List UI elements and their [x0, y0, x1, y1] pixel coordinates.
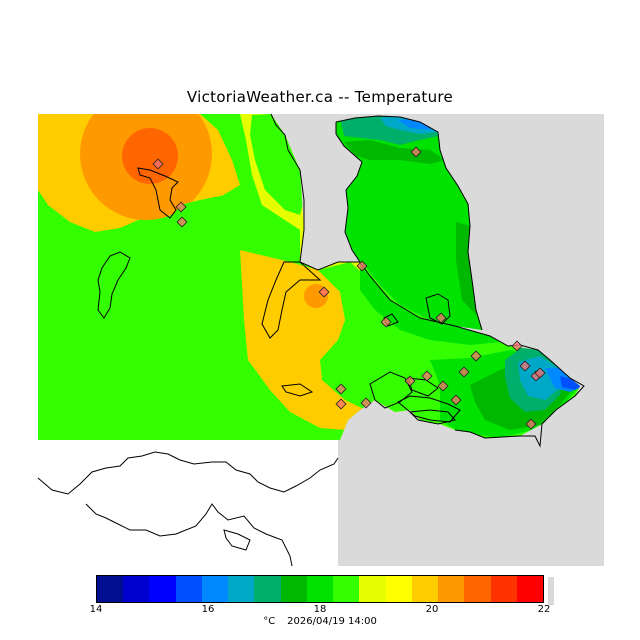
- station-marker[interactable]: [335, 383, 347, 395]
- colorbar-segment: [411, 576, 439, 602]
- colorbar-segment: [516, 576, 543, 602]
- colorbar-segment: [228, 576, 255, 602]
- colorbar-tick-label: 18: [313, 604, 327, 615]
- colorbar-segment: [254, 576, 281, 602]
- colorbar: [96, 575, 554, 605]
- colorbar-segment: [490, 576, 517, 602]
- colorbar-segment: [385, 576, 412, 602]
- no-data-area-east: [338, 446, 378, 486]
- legend-caption: °C 2026/04/19 14:00: [0, 616, 640, 627]
- coastline: [37, 113, 585, 567]
- station-marker[interactable]: [318, 286, 330, 298]
- station-marker[interactable]: [421, 370, 433, 382]
- station-marker[interactable]: [470, 350, 482, 362]
- station-marker[interactable]: [534, 367, 546, 379]
- colorbar-segment: [359, 576, 386, 602]
- station-marker[interactable]: [404, 375, 416, 387]
- station-marker[interactable]: [525, 418, 537, 430]
- station-marker[interactable]: [450, 394, 462, 406]
- station-marker[interactable]: [175, 201, 187, 213]
- station-marker[interactable]: [380, 316, 392, 328]
- colorbar-segment: [333, 576, 360, 602]
- station-marker[interactable]: [152, 158, 164, 170]
- no-data-area: [38, 440, 338, 566]
- map-title: VictoriaWeather.ca -- Temperature: [186, 88, 454, 106]
- station-marker[interactable]: [437, 380, 449, 392]
- colorbar-segment: [280, 576, 307, 602]
- station-marker[interactable]: [410, 146, 422, 158]
- colorbar-segment: [123, 576, 150, 602]
- station-marker[interactable]: [360, 397, 372, 409]
- station-marker[interactable]: [519, 360, 531, 372]
- station-marker[interactable]: [458, 366, 470, 378]
- station-marker[interactable]: [335, 398, 347, 410]
- unit-label: °C: [263, 616, 276, 627]
- colorbar-segment: [201, 576, 229, 602]
- station-marker[interactable]: [176, 216, 188, 228]
- timestamp: 2026/04/19 14:00: [287, 616, 377, 627]
- colorbar-tick-label: 22: [537, 604, 551, 615]
- colorbar-segments: [96, 575, 544, 603]
- station-marker[interactable]: [511, 340, 523, 352]
- colorbar-segment: [149, 576, 176, 602]
- colorbar-shadow: [548, 577, 554, 605]
- colorbar-segment: [97, 576, 124, 602]
- colorbar-segment: [306, 576, 334, 602]
- colorbar-segment: [464, 576, 491, 602]
- colorbar-segment: [438, 576, 465, 602]
- station-marker[interactable]: [356, 260, 368, 272]
- colorbar-tick-label: 14: [89, 604, 103, 615]
- colorbar-segment: [175, 576, 202, 602]
- colorbar-tick-label: 16: [201, 604, 215, 615]
- colorbar-tick-label: 20: [425, 604, 439, 615]
- station-marker[interactable]: [435, 312, 447, 324]
- station-markers: [152, 146, 546, 430]
